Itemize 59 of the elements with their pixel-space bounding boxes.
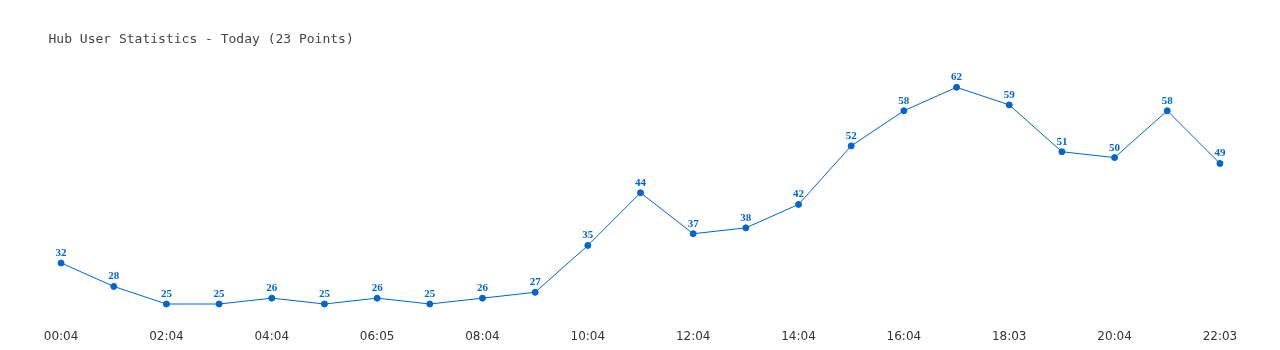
- data-label: 49: [1214, 146, 1226, 159]
- point: [847, 142, 855, 150]
- data-label: 52: [845, 128, 858, 141]
- point: [1058, 148, 1066, 156]
- x-tick-label: 16:04: [886, 328, 922, 343]
- point: [742, 224, 750, 232]
- point: [953, 83, 961, 91]
- data-label: 51: [1056, 134, 1068, 147]
- point: [795, 200, 803, 208]
- data-label: 35: [582, 228, 594, 241]
- point: [1216, 159, 1224, 167]
- point: [162, 300, 170, 308]
- data-label: 28: [108, 269, 120, 282]
- point: [426, 300, 434, 308]
- point: [637, 189, 644, 197]
- x-tick-label: 20:04: [1097, 328, 1132, 343]
- data-label: 32: [55, 246, 68, 259]
- data-label: 50: [1109, 140, 1121, 153]
- data-label: 27: [529, 275, 542, 288]
- x-tick-label: 10:04: [570, 328, 606, 343]
- data-label: 26: [266, 281, 278, 294]
- x-tick-label: 00:04: [43, 328, 79, 343]
- point: [584, 241, 592, 249]
- data-label: 42: [793, 187, 805, 200]
- point: [373, 294, 381, 302]
- data-label: 25: [424, 287, 436, 299]
- data-label: 59: [1003, 87, 1016, 100]
- point: [1163, 107, 1171, 115]
- point: [689, 230, 697, 238]
- point: [320, 300, 328, 308]
- x-tick-label: 02:04: [149, 328, 184, 343]
- data-label: 25: [318, 287, 331, 299]
- x-tick-label: 08:04: [465, 328, 500, 343]
- x-tick-label: 04:04: [254, 328, 290, 343]
- point: [110, 282, 118, 290]
- point: [900, 107, 908, 115]
- x-tick-label: 18:03: [991, 328, 1027, 343]
- data-label: 26: [476, 281, 489, 294]
- data-label: 38: [740, 210, 752, 223]
- chart-title: Hub User Statistics - Today (23 Points): [48, 30, 354, 46]
- x-tick-label: 12:04: [675, 328, 711, 343]
- data-label: 58: [898, 93, 910, 106]
- point: [1111, 154, 1119, 162]
- data-label: 44: [635, 175, 647, 188]
- data-label: 58: [1161, 93, 1174, 106]
- point: [1005, 101, 1013, 109]
- point: [215, 300, 223, 308]
- x-tick-label: 14:04: [781, 328, 816, 343]
- data-label: 25: [213, 287, 226, 299]
- point: [57, 259, 65, 267]
- data-label: 37: [687, 216, 700, 229]
- point: [268, 294, 276, 302]
- data-label: 62: [951, 70, 963, 83]
- point: [478, 294, 486, 302]
- data-label: 25: [160, 287, 173, 299]
- x-tick-label: 06:05: [359, 328, 395, 343]
- x-tick-label: 22:03: [1202, 328, 1238, 343]
- data-label: 26: [371, 281, 384, 294]
- point: [531, 288, 539, 296]
